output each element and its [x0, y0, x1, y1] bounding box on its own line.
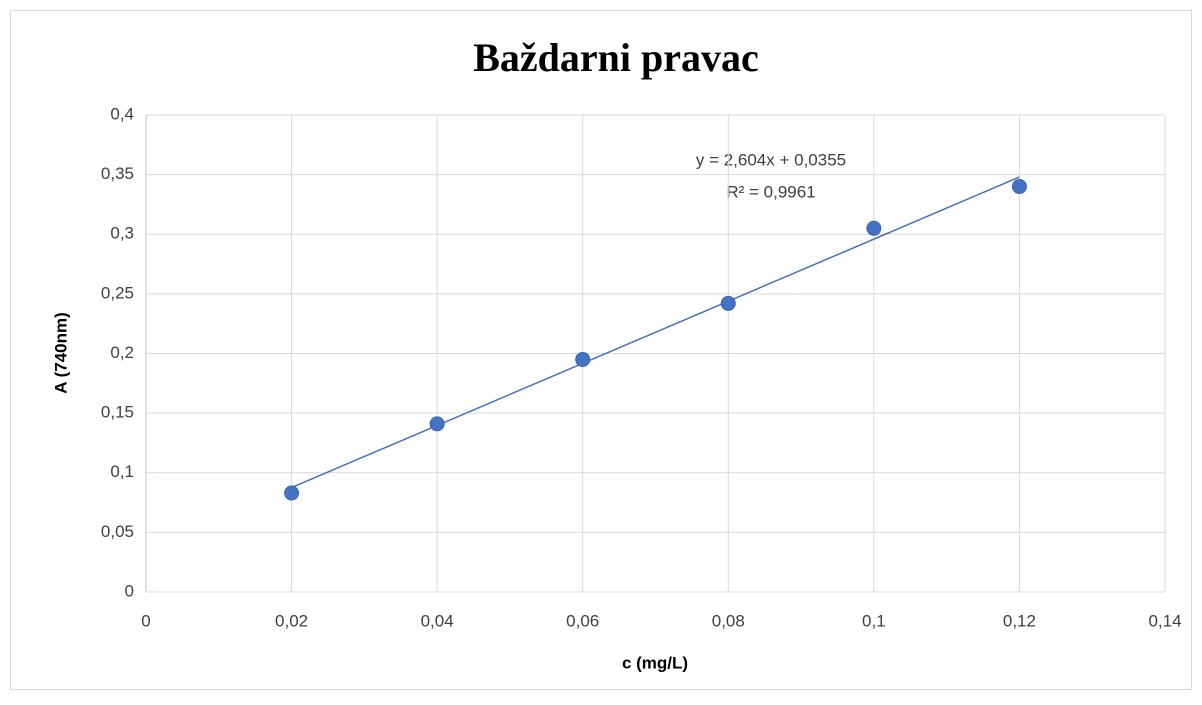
data-point	[866, 220, 882, 236]
x-tick-label: 0,1	[862, 611, 886, 630]
y-tick-label: 0,15	[101, 403, 134, 422]
y-tick-label: 0,35	[101, 164, 134, 183]
data-point	[575, 351, 591, 367]
x-tick-label: 0,08	[712, 611, 745, 630]
data-point	[1011, 179, 1027, 195]
x-tick-label: 0,14	[1148, 611, 1181, 630]
x-tick-label: 0,04	[421, 611, 454, 630]
y-tick-label: 0	[125, 581, 134, 600]
trendline-equation: y = 2,604x + 0,0355	[696, 150, 846, 169]
y-axis-title: A (740nm)	[51, 312, 70, 394]
data-point	[720, 295, 736, 311]
y-tick-label: 0,4	[110, 104, 134, 123]
trendline-r-squared: R² = 0,9961	[726, 182, 815, 201]
chart-title: Baždarni pravac	[473, 35, 759, 80]
x-tick-label: 0,12	[1003, 611, 1036, 630]
chart-border	[10, 10, 1192, 690]
data-point	[284, 485, 300, 501]
y-tick-label: 0,05	[101, 522, 134, 541]
x-axis-title: c (mg/L)	[622, 653, 688, 672]
y-tick-label: 0,1	[110, 462, 134, 481]
trendline	[291, 176, 1020, 489]
x-tick-label: 0,06	[566, 611, 599, 630]
y-tick-label: 0,2	[110, 343, 134, 362]
x-tick-label: 0,02	[275, 611, 308, 630]
y-tick-label: 0,3	[110, 224, 134, 243]
y-tick-label: 0,25	[101, 283, 134, 302]
data-point	[429, 416, 445, 432]
x-tick-label: 0	[141, 611, 150, 630]
